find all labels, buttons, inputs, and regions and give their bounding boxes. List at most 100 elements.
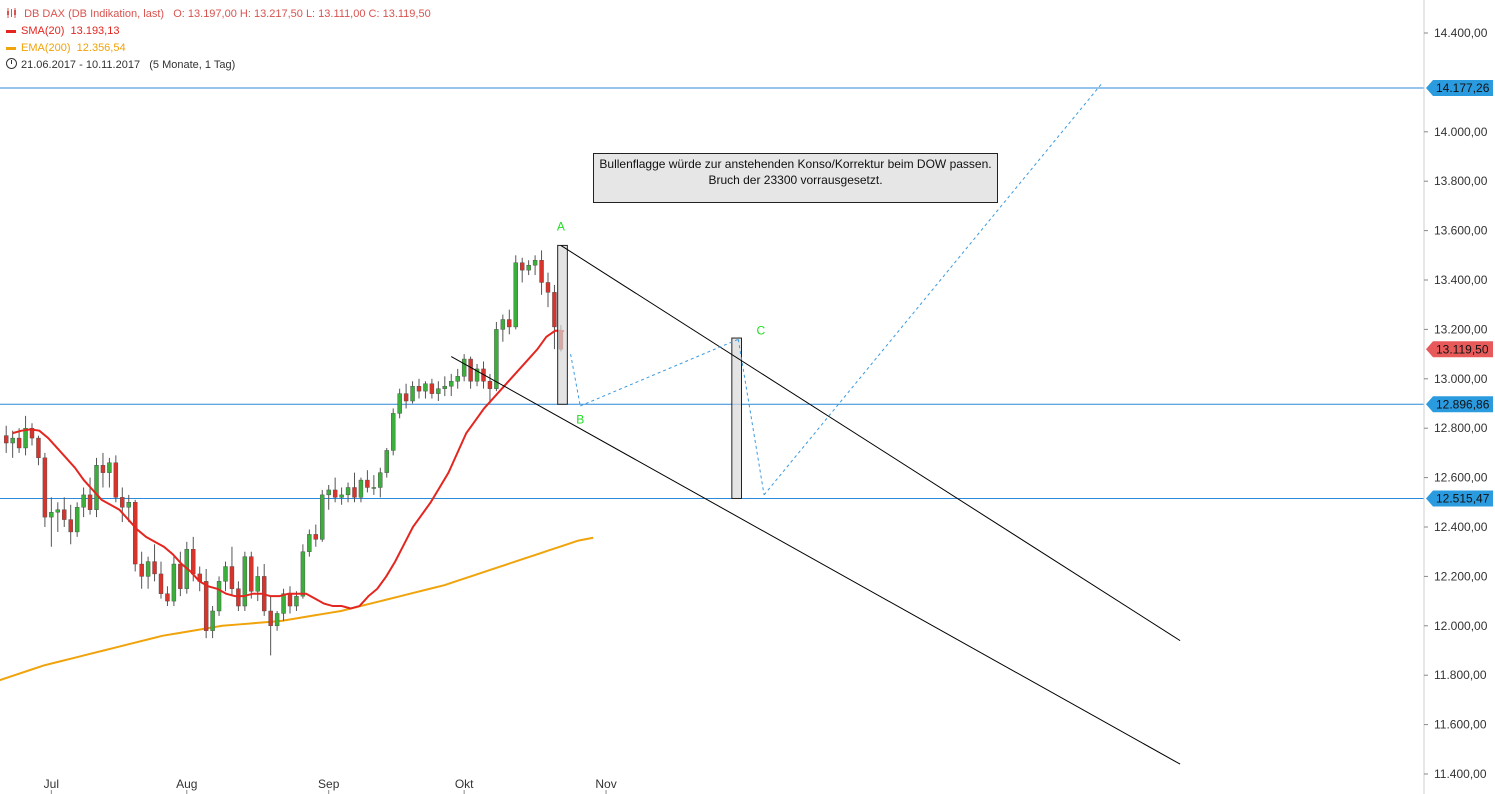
candle-body: [300, 551, 306, 597]
y-tick-label: 14.400,00: [1434, 26, 1488, 40]
level-badge: 12.515,47: [1426, 490, 1493, 507]
candle-body: [436, 388, 441, 394]
last-price-badge-shape: [1426, 341, 1493, 358]
candle-body: [120, 497, 125, 508]
candle: [500, 314, 506, 342]
ema-swatch: [6, 46, 16, 50]
range-box[interactable]: [731, 337, 743, 499]
candle: [23, 415, 28, 456]
candle: [403, 383, 409, 409]
y-tick-label: 13.600,00: [1434, 224, 1488, 238]
y-tick-label: 14.000,00: [1434, 125, 1488, 139]
candle: [320, 489, 325, 542]
projection-segment[interactable]: [763, 82, 1104, 496]
candle: [10, 430, 15, 458]
y-tick-label: 12.600,00: [1434, 471, 1488, 485]
candle: [145, 556, 151, 589]
legend-sma-row: SMA(20) 13.193,13: [6, 23, 431, 40]
candle: [287, 586, 293, 614]
candle: [49, 497, 54, 547]
candle-body: [49, 511, 54, 518]
candle-body: [268, 610, 273, 626]
candle: [42, 452, 48, 527]
legend-instrument-row: DB DAX (DB Indikation, last) O: 13.197,0…: [6, 6, 431, 23]
annotation-box: Bullenflagge würde zur anstehenden Konso…: [593, 153, 998, 203]
trend-channel-line[interactable]: [560, 244, 1181, 642]
sma-value: 13.193,13: [70, 25, 120, 37]
candle: [410, 381, 415, 404]
candle: [487, 373, 493, 404]
candle: [526, 260, 531, 276]
candle-body: [16, 437, 22, 449]
range-box[interactable]: [557, 244, 568, 405]
y-tick-label: 11.400,00: [1434, 767, 1487, 781]
candle: [378, 467, 383, 498]
x-tick-label: Sep: [318, 777, 340, 791]
candle: [94, 457, 99, 518]
candle-body: [358, 479, 364, 498]
candle-body: [449, 381, 454, 387]
candle: [216, 576, 222, 616]
candle-body: [339, 494, 344, 498]
candle: [539, 250, 544, 295]
level-badge: 14.177,26: [1426, 80, 1493, 97]
last-price-badge: 13.119,50: [1426, 341, 1493, 358]
candle-body: [23, 428, 28, 449]
y-tick-label: 13.000,00: [1434, 372, 1488, 386]
projection-segment[interactable]: [737, 339, 765, 495]
period-label: (5 Monate, 1 Tag): [149, 59, 236, 71]
candle: [203, 568, 209, 639]
chart-legend: DB DAX (DB Indikation, last) O: 13.197,0…: [6, 6, 431, 74]
trend-channel-line[interactable]: [451, 356, 1181, 765]
candle-body: [100, 465, 106, 473]
candle: [107, 457, 112, 488]
candle: [132, 499, 138, 572]
y-tick-label: 13.200,00: [1434, 322, 1488, 336]
x-tick-label: Jul: [44, 777, 59, 791]
candle: [371, 475, 377, 495]
candle: [100, 452, 106, 488]
candle: [223, 561, 228, 592]
candle: [68, 504, 73, 545]
sma20-line: [12, 329, 565, 610]
candle: [313, 524, 318, 547]
candle: [139, 551, 144, 589]
candle: [262, 564, 267, 616]
candle-body: [55, 509, 60, 513]
candle-body: [526, 264, 531, 271]
candle-body: [500, 319, 506, 330]
candle: [461, 354, 467, 382]
candle-body: [345, 487, 351, 496]
candle-body: [552, 292, 557, 328]
projection-segment[interactable]: [570, 354, 581, 407]
candle-body: [455, 376, 460, 382]
candle-body: [313, 534, 318, 540]
candle-body: [203, 581, 209, 631]
candle: [81, 487, 86, 518]
candle-body: [158, 573, 164, 594]
candle: [532, 255, 538, 276]
candle-body: [223, 566, 228, 582]
instrument-title: DB DAX (DB Indikation, last): [24, 8, 165, 20]
candle: [300, 544, 306, 599]
candle-body: [42, 457, 48, 518]
candle: [120, 487, 125, 523]
candle: [423, 381, 428, 399]
candle-body: [287, 593, 293, 607]
candle: [442, 376, 447, 397]
y-tick-label: 12.400,00: [1434, 520, 1488, 534]
candle: [358, 477, 364, 503]
candle-body: [307, 534, 312, 552]
candle: [165, 586, 170, 607]
ema200-line: [0, 536, 594, 682]
candle: [158, 561, 164, 599]
projection-segment[interactable]: [580, 338, 739, 407]
y-tick-label: 12.000,00: [1434, 619, 1488, 633]
candle-body: [281, 593, 286, 614]
candle: [113, 455, 119, 503]
candle-body: [249, 556, 254, 592]
candle: [339, 487, 344, 505]
candle-body: [229, 566, 235, 589]
x-tick-label: Nov: [595, 777, 616, 791]
